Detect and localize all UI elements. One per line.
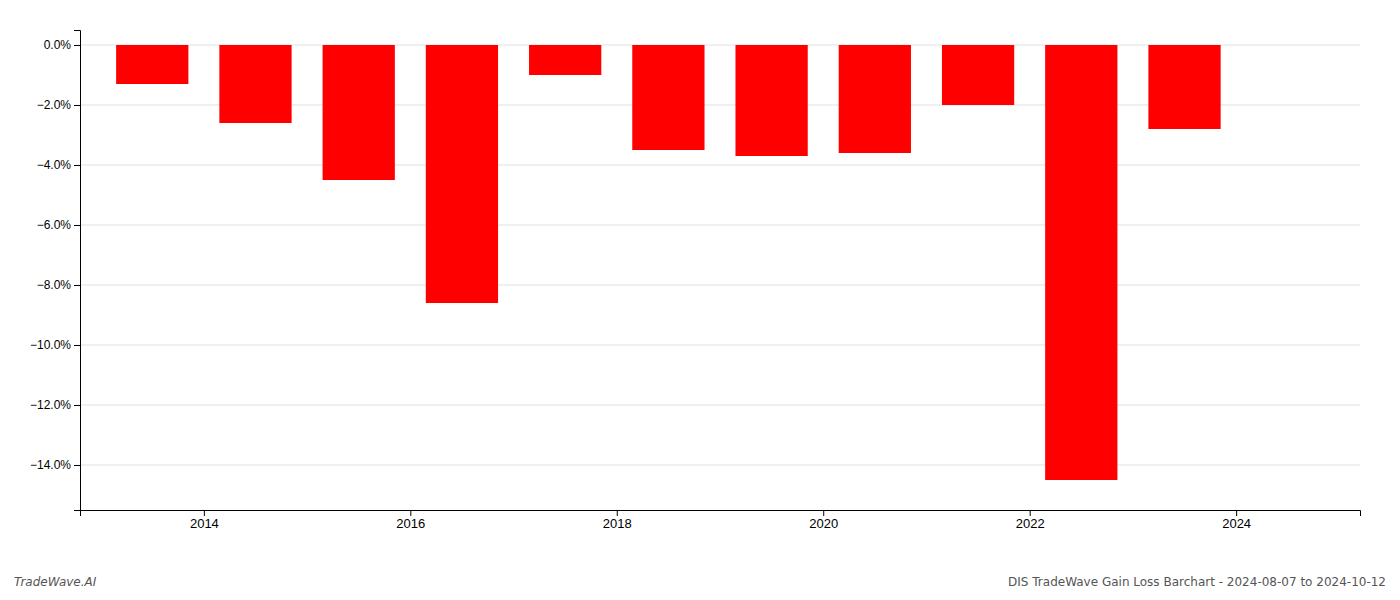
x-tick-mark [823, 510, 824, 516]
grid-line [80, 285, 1360, 286]
y-tick: 0.0% [44, 38, 80, 52]
bar [426, 45, 498, 303]
x-tick-label: 2022 [1016, 516, 1045, 531]
bar [219, 45, 291, 123]
y-tick-mark [74, 285, 80, 286]
x-tick-mark [410, 510, 411, 516]
bar [839, 45, 911, 153]
y-tick-mark [74, 465, 80, 466]
x-tick-mark [1236, 510, 1237, 516]
plot: 0.0% −2.0% −4.0% −6.0% −8.0% −10.0% −12.0% −14.… [30, 31, 1361, 532]
y-tick-label: −14.0% [30, 458, 71, 472]
bar [942, 45, 1014, 105]
grid-line [80, 465, 1360, 466]
bar [529, 45, 601, 75]
chart: 0.0% −2.0% −4.0% −6.0% −8.0% −10.0% −12.0% −14.… [0, 0, 1400, 600]
y-tick-label: 0.0% [44, 38, 72, 52]
bar [632, 45, 704, 150]
y-tick-mark [74, 405, 80, 406]
grid-line [80, 405, 1360, 406]
y-tick: −14.0% [30, 458, 80, 472]
bars [116, 45, 1221, 480]
y-axis-line [74, 31, 81, 511]
y-tick: −12.0% [30, 398, 80, 412]
y-tick: −2.0% [37, 98, 80, 112]
y-tick-mark [74, 225, 80, 226]
bar [1148, 45, 1220, 129]
y-tick-label: −12.0% [30, 398, 71, 412]
bar [323, 45, 395, 180]
y-tick: −10.0% [30, 338, 80, 352]
y-tick-mark [74, 45, 80, 46]
y-tick-label: −10.0% [30, 338, 71, 352]
x-tick-label: 2024 [1222, 516, 1251, 531]
bar [116, 45, 188, 84]
y-tick-mark [74, 105, 80, 106]
y-tick: −6.0% [37, 218, 80, 232]
bar [735, 45, 807, 156]
x-tick-label: 2018 [603, 516, 632, 531]
y-tick: −8.0% [37, 278, 80, 292]
x-axis: 2014 2016 2018 2020 2022 2024 [81, 510, 1361, 531]
grid-line [80, 345, 1360, 346]
footer-right: DIS TradeWave Gain Loss Barchart - 2024-… [1008, 575, 1386, 589]
x-axis-line [81, 511, 1361, 517]
y-tick-label: −6.0% [37, 218, 72, 232]
x-tick: 2018 [603, 510, 632, 531]
x-tick-mark [1030, 510, 1031, 516]
x-tick-label: 2014 [190, 516, 219, 531]
y-tick-label: −2.0% [37, 98, 72, 112]
y-tick-mark [74, 345, 80, 346]
y-tick-label: −8.0% [37, 278, 72, 292]
x-tick-mark [204, 510, 205, 516]
grid [80, 45, 1360, 465]
y-tick-mark [74, 165, 80, 166]
x-tick-label: 2020 [809, 516, 838, 531]
grid-line [80, 165, 1360, 166]
footer-left: TradeWave.AI [14, 575, 97, 589]
bar [1045, 45, 1117, 480]
x-tick-label: 2016 [396, 516, 425, 531]
x-tick: 2024 [1222, 510, 1251, 531]
x-tick: 2020 [809, 510, 838, 531]
y-axis: 0.0% −2.0% −4.0% −6.0% −8.0% −10.0% −12.0% −14.… [30, 31, 81, 511]
grid-line [80, 225, 1360, 226]
y-tick-label: −4.0% [37, 158, 72, 172]
y-tick: −4.0% [37, 158, 80, 172]
x-tick: 2014 [190, 510, 219, 531]
x-tick: 2016 [396, 510, 425, 531]
x-tick: 2022 [1016, 510, 1045, 531]
x-tick-mark [617, 510, 618, 516]
